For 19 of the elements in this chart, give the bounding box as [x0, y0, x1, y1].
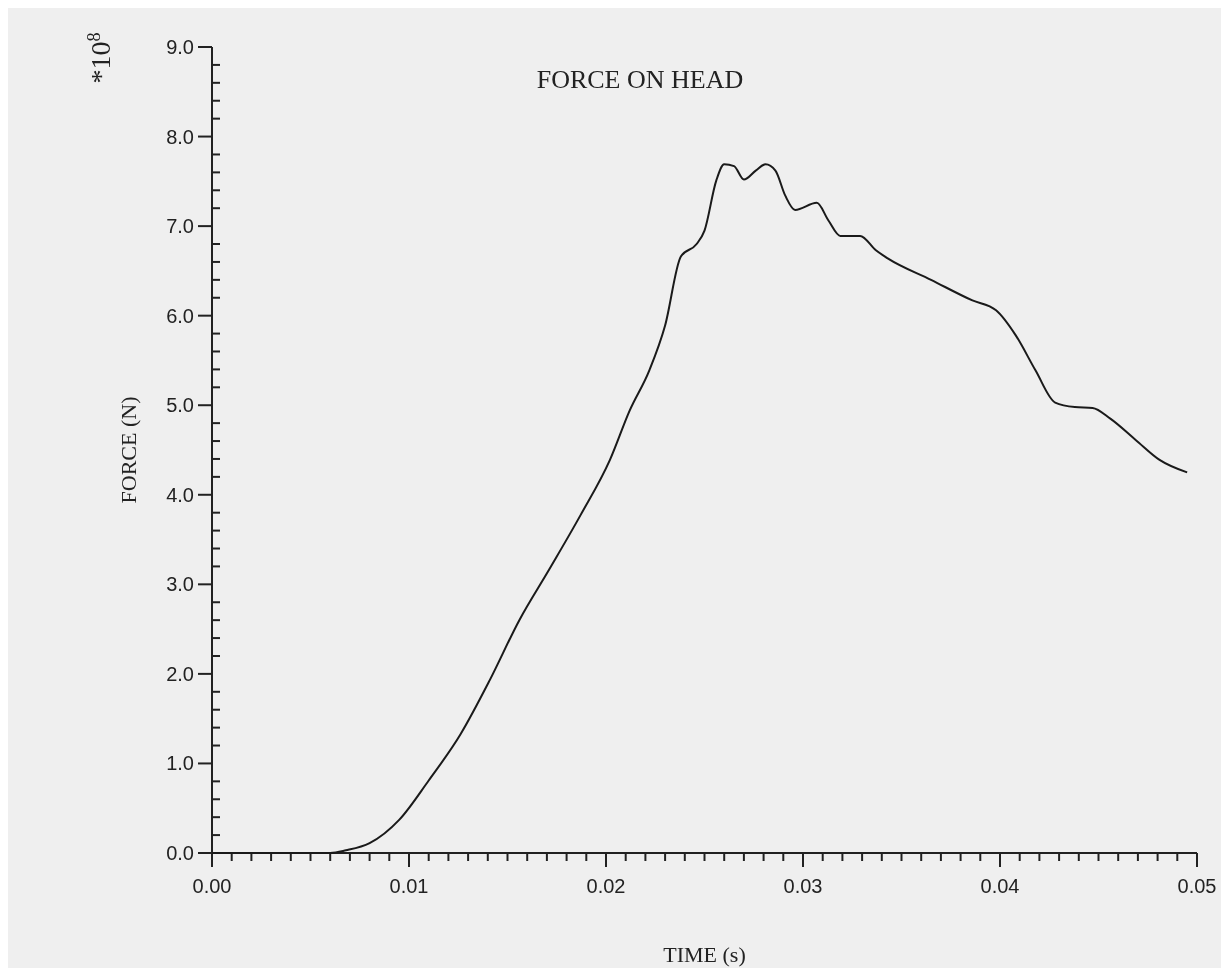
x-axis-title: TIME (s) — [663, 942, 746, 967]
y-tick-label: 1.0 — [166, 752, 194, 775]
y-tick-label: 5.0 — [166, 394, 194, 417]
x-tick-label: 0.04 — [980, 875, 1020, 897]
x-tick-label: 0.03 — [783, 875, 823, 897]
x-tick-label: 0.01 — [389, 875, 429, 897]
y-tick-label: 3.0 — [166, 573, 194, 596]
text: FORCE ON HEAD — [536, 65, 744, 94]
y-tick-label: 4.0 — [166, 483, 194, 506]
y-tick-label: 6.0 — [166, 304, 194, 327]
y-axis-title: FORCE (N) — [116, 396, 141, 504]
y-tick-label: 9.0 — [166, 36, 194, 58]
y-tick-label: 2.0 — [166, 662, 194, 685]
y-tick-label: 0.0 — [166, 842, 194, 864]
y-tick-label: 8.0 — [166, 125, 194, 148]
x-tick-label: 0.00 — [192, 875, 232, 897]
y-tick-label: 7.0 — [166, 215, 194, 238]
x-tick-label: 0.05 — [1177, 875, 1217, 897]
x-tick-label: 0.02 — [586, 875, 626, 897]
